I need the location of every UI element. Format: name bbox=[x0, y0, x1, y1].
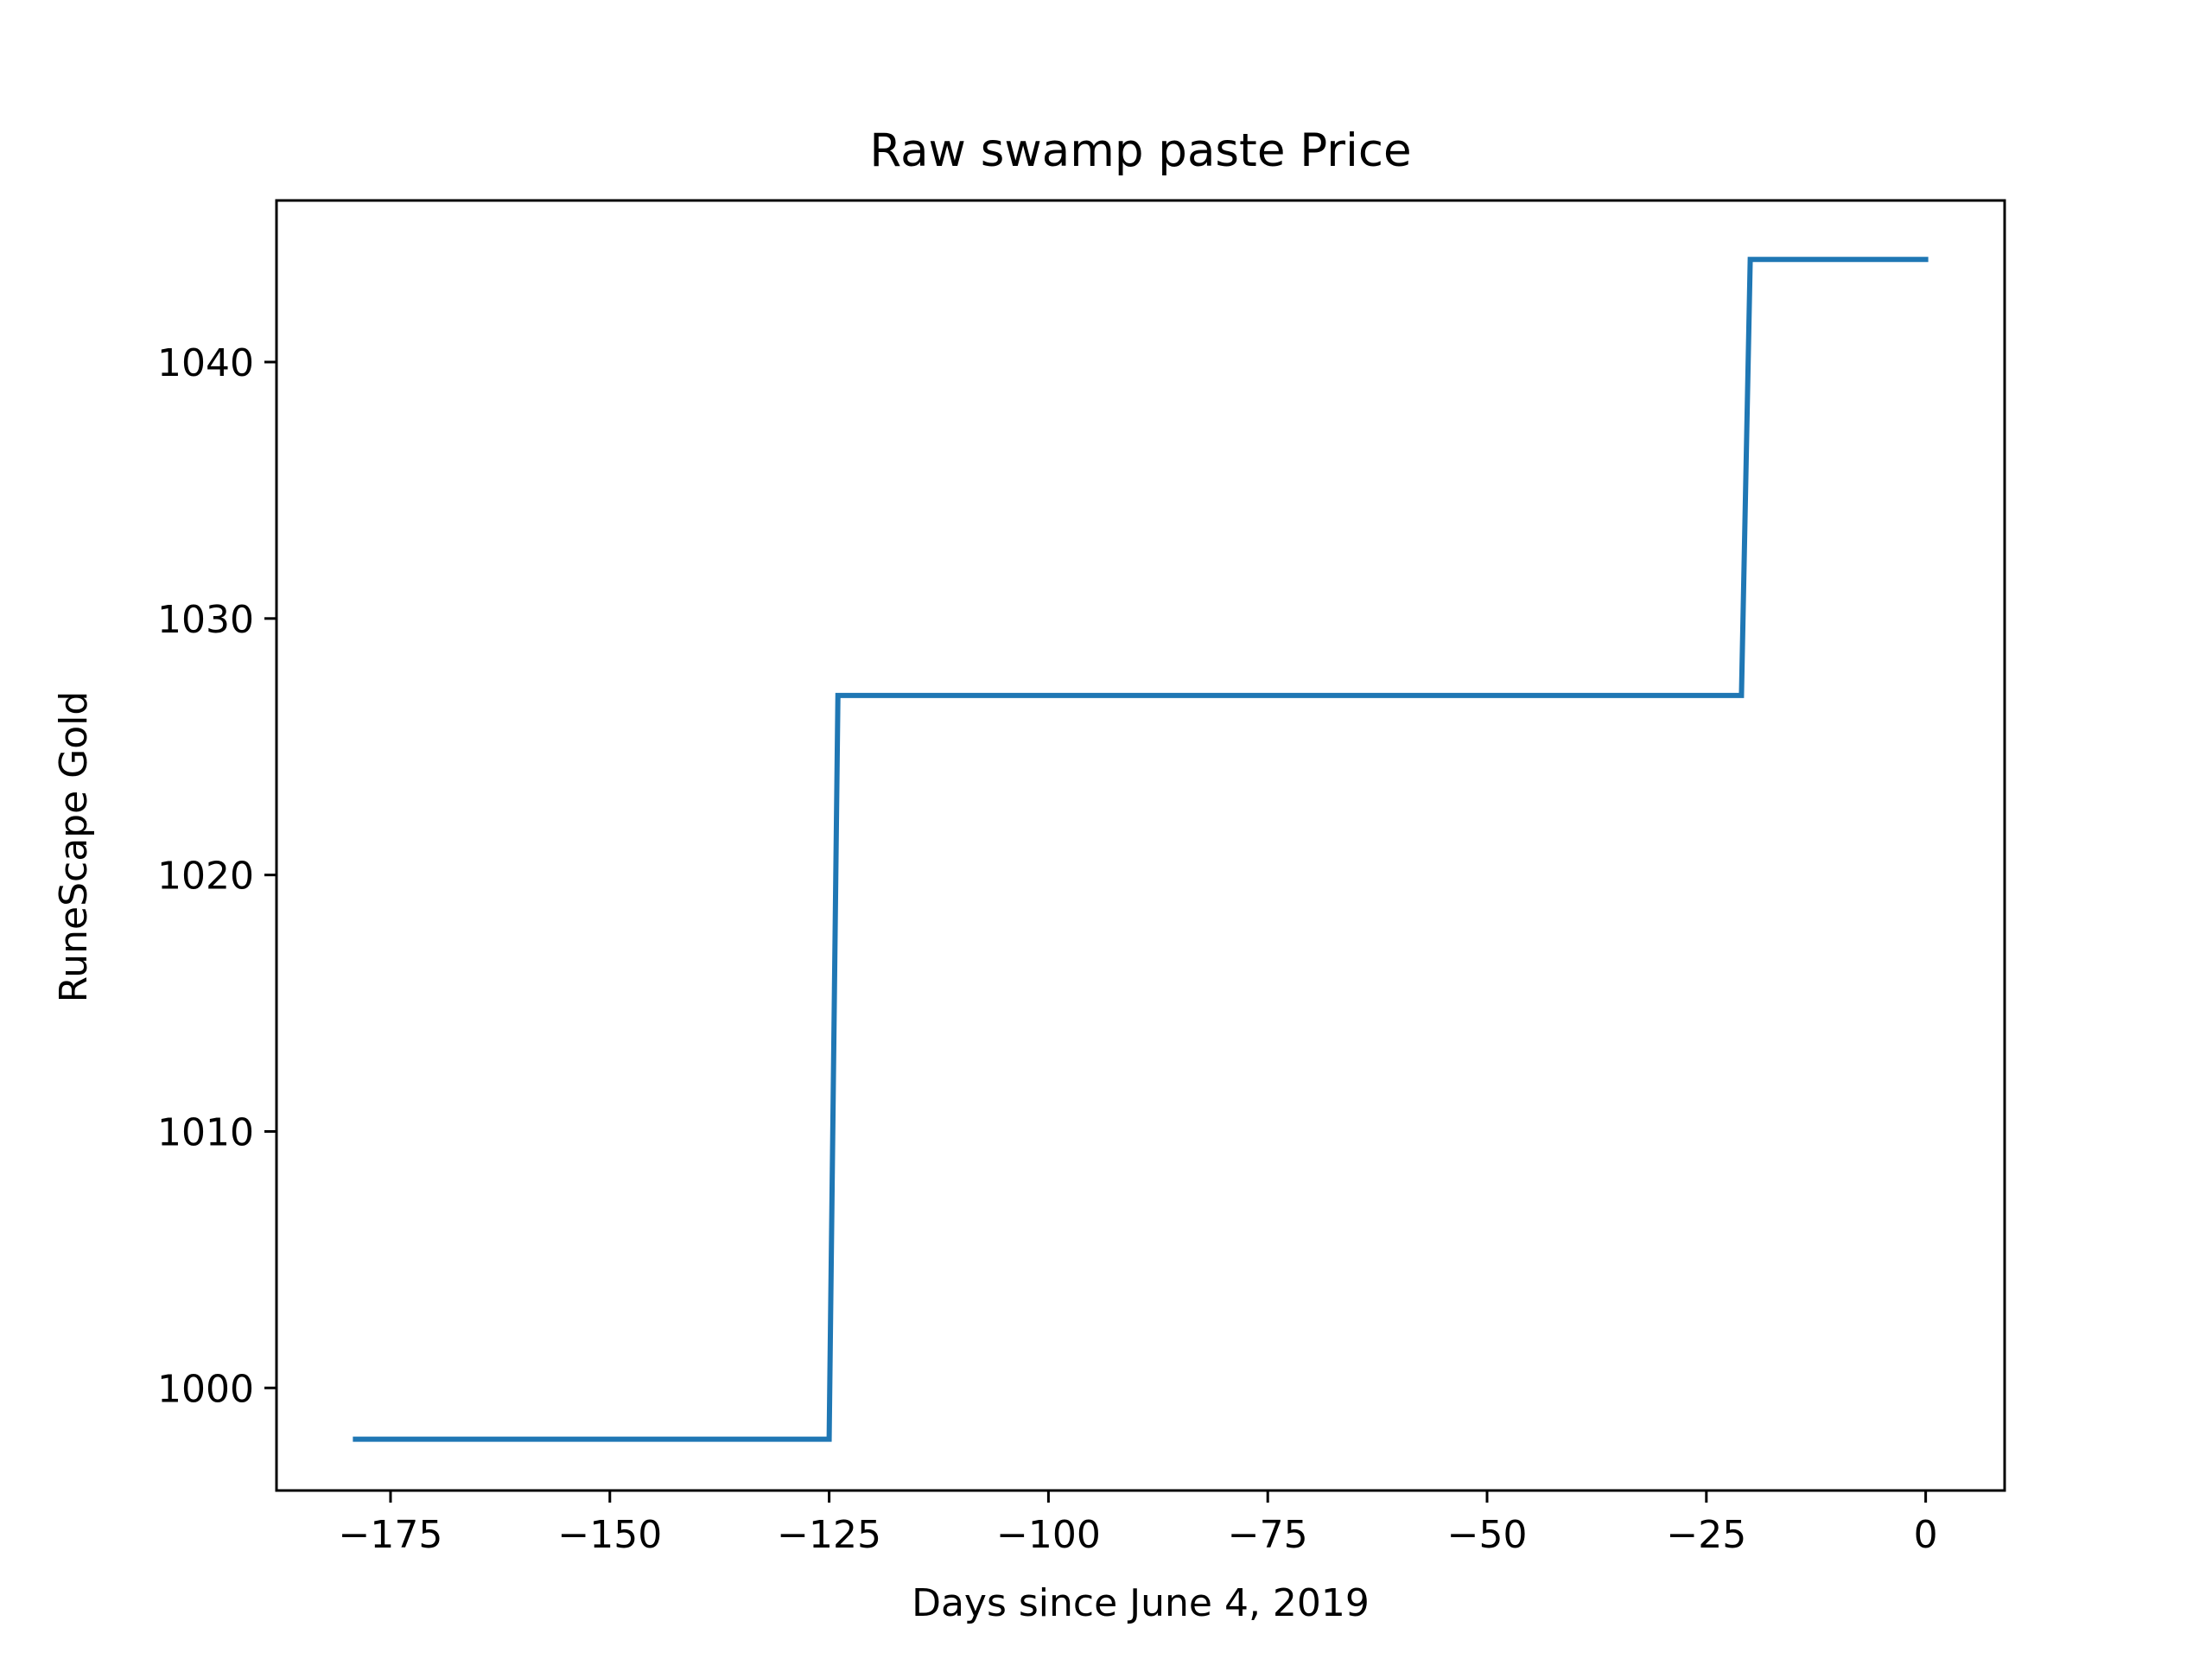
y-tick-label: 1020 bbox=[157, 855, 254, 899]
axes-frame bbox=[275, 199, 2006, 1492]
y-tick-label: 1000 bbox=[157, 1367, 254, 1411]
x-axis-label: Days since June 4, 2019 bbox=[912, 1581, 1370, 1625]
x-axis: −175 −150 −125 −100 −75 −50 −25 0 bbox=[339, 1491, 1938, 1557]
y-tick-label: 1040 bbox=[157, 341, 254, 385]
plot-area bbox=[275, 199, 2006, 1492]
x-tick-label: 0 bbox=[1914, 1513, 1938, 1557]
x-tick-label: −150 bbox=[557, 1513, 662, 1557]
x-tick-label: −50 bbox=[1447, 1513, 1528, 1557]
y-tick-label: 1030 bbox=[157, 598, 254, 642]
y-axis: 1000 1010 1020 1030 1040 bbox=[157, 341, 276, 1411]
series-line bbox=[353, 257, 1929, 1442]
x-tick-label: −175 bbox=[339, 1513, 443, 1557]
y-tick-label: 1010 bbox=[157, 1110, 254, 1154]
x-tick-label: −125 bbox=[777, 1513, 881, 1557]
chart-title: Raw swamp paste Price bbox=[869, 124, 1411, 177]
x-tick-label: −25 bbox=[1666, 1513, 1746, 1557]
x-tick-label: −75 bbox=[1228, 1513, 1308, 1557]
y-axis-label: RuneScape Gold bbox=[52, 691, 96, 1003]
x-tick-label: −100 bbox=[996, 1513, 1101, 1557]
